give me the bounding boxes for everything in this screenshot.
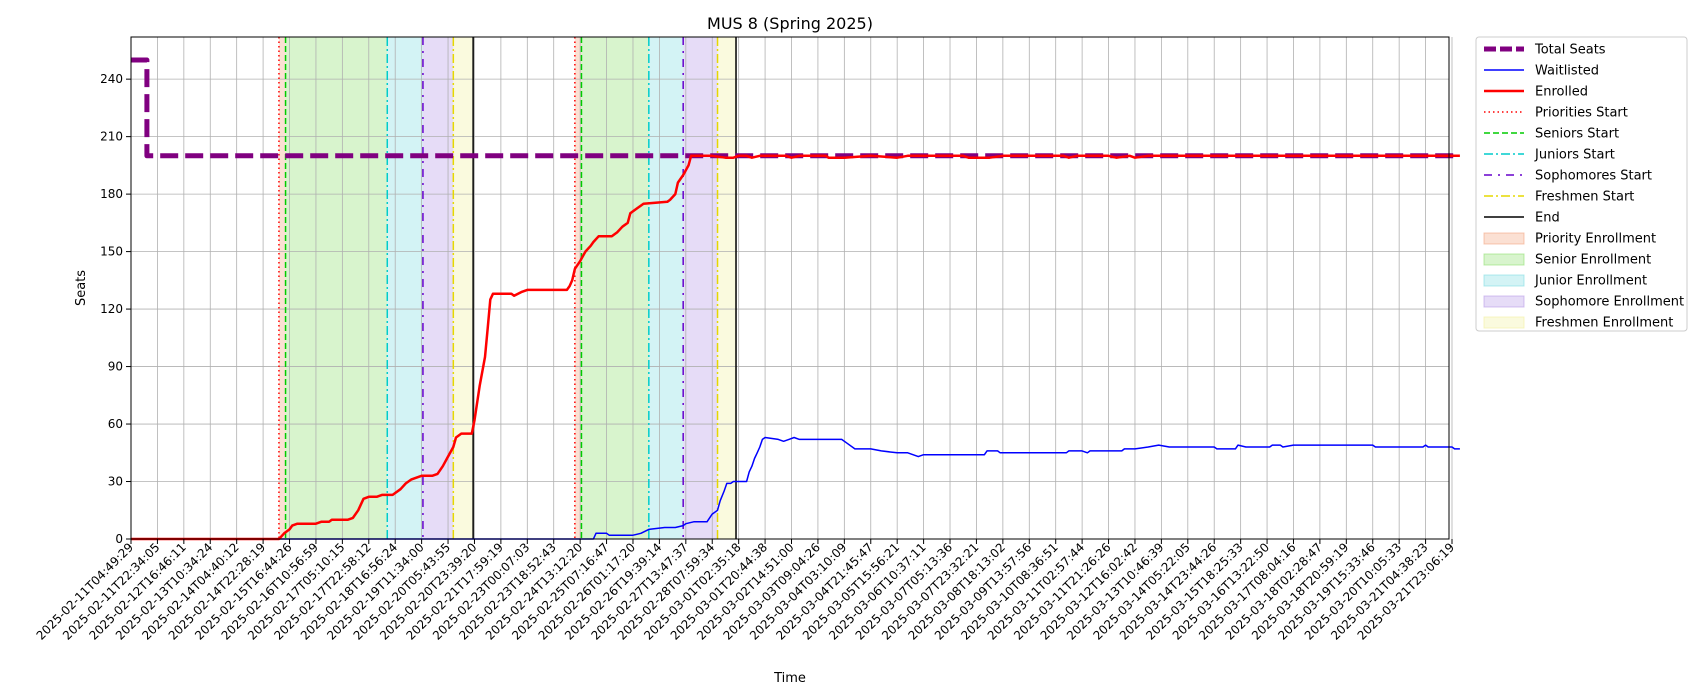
legend-swatch-priority-enrollment — [1483, 232, 1525, 245]
y-axis-label: Seats — [74, 270, 89, 306]
y-axis-ticks: 0 30 60 90 120 150 180 210 240 — [100, 72, 131, 546]
legend-label-seniors-start: Seniors Start — [1535, 127, 1619, 142]
grid-lines — [130, 37, 1453, 540]
series-enrolled — [131, 154, 1460, 541]
legend-label-total-seats: Total Seats — [1534, 43, 1606, 58]
shaded-region-5 — [574, 37, 582, 539]
legend-swatch-sophomore-enrollment — [1483, 295, 1525, 308]
y-tick-label-3: 90 — [108, 360, 123, 374]
legend-label-priority-enrollment: Priority Enrollment — [1535, 232, 1656, 247]
legend-label-sophomore-enrollment: Sophomore Enrollment — [1535, 295, 1684, 310]
legend-label-junior-enrollment: Junior Enrollment — [1534, 274, 1647, 289]
legend-label-enrolled: Enrolled — [1535, 85, 1588, 100]
vertical-markers — [278, 37, 737, 539]
x-axis-ticks: 2025-02-11T04:49:292025-02-11T22:34:0520… — [34, 539, 1457, 643]
y-tick-label-0: 0 — [115, 532, 123, 546]
y-tick-label-8: 240 — [100, 72, 123, 86]
legend-swatch-junior-enrollment — [1483, 274, 1525, 287]
shaded-region-3 — [422, 37, 454, 539]
series-waitlisted — [131, 436, 1460, 540]
legend-label-waitlisted: Waitlisted — [1535, 64, 1599, 79]
shaded-region-0 — [278, 37, 286, 539]
legend-swatch-senior-enrollment — [1483, 253, 1525, 266]
legend-label-end: End — [1535, 211, 1560, 226]
shaded-region-9 — [717, 37, 737, 539]
legend: Total Seats Waitlisted Enrolled Priorities … — [1475, 36, 1688, 332]
shaded-region-1 — [285, 37, 388, 539]
legend-label-freshmen-start: Freshmen Start — [1535, 190, 1634, 205]
series-total-seats — [131, 57, 1460, 159]
y-tick-label-6: 180 — [100, 187, 123, 201]
shaded-region-6 — [581, 37, 649, 539]
shaded-regions — [278, 37, 737, 539]
y-tick-label-5: 150 — [100, 245, 123, 259]
shaded-region-8 — [683, 37, 718, 539]
shaded-region-4 — [453, 37, 474, 539]
legend-swatch-freshmen-enrollment — [1483, 316, 1525, 329]
legend-label-juniors-start: Juniors Start — [1534, 148, 1615, 163]
plot-frame — [130, 36, 1450, 540]
shaded-region-2 — [387, 37, 423, 539]
series-lines — [131, 57, 1460, 541]
legend-label-priorities-start: Priorities Start — [1535, 106, 1628, 121]
y-tick-label-1: 30 — [108, 475, 123, 489]
legend-label-senior-enrollment: Senior Enrollment — [1535, 253, 1651, 268]
legend-box — [1475, 36, 1688, 332]
y-tick-label-2: 60 — [108, 417, 123, 431]
y-tick-label-4: 120 — [100, 302, 123, 316]
y-tick-label-7: 210 — [100, 130, 123, 144]
legend-label-freshmen-enrollment: Freshmen Enrollment — [1535, 316, 1673, 331]
legend-label-sophomores-start: Sophomores Start — [1535, 169, 1652, 184]
shaded-region-7 — [648, 37, 684, 539]
chart-title: MUS 8 (Spring 2025) — [707, 14, 873, 33]
x-axis-label: Time — [773, 671, 806, 686]
